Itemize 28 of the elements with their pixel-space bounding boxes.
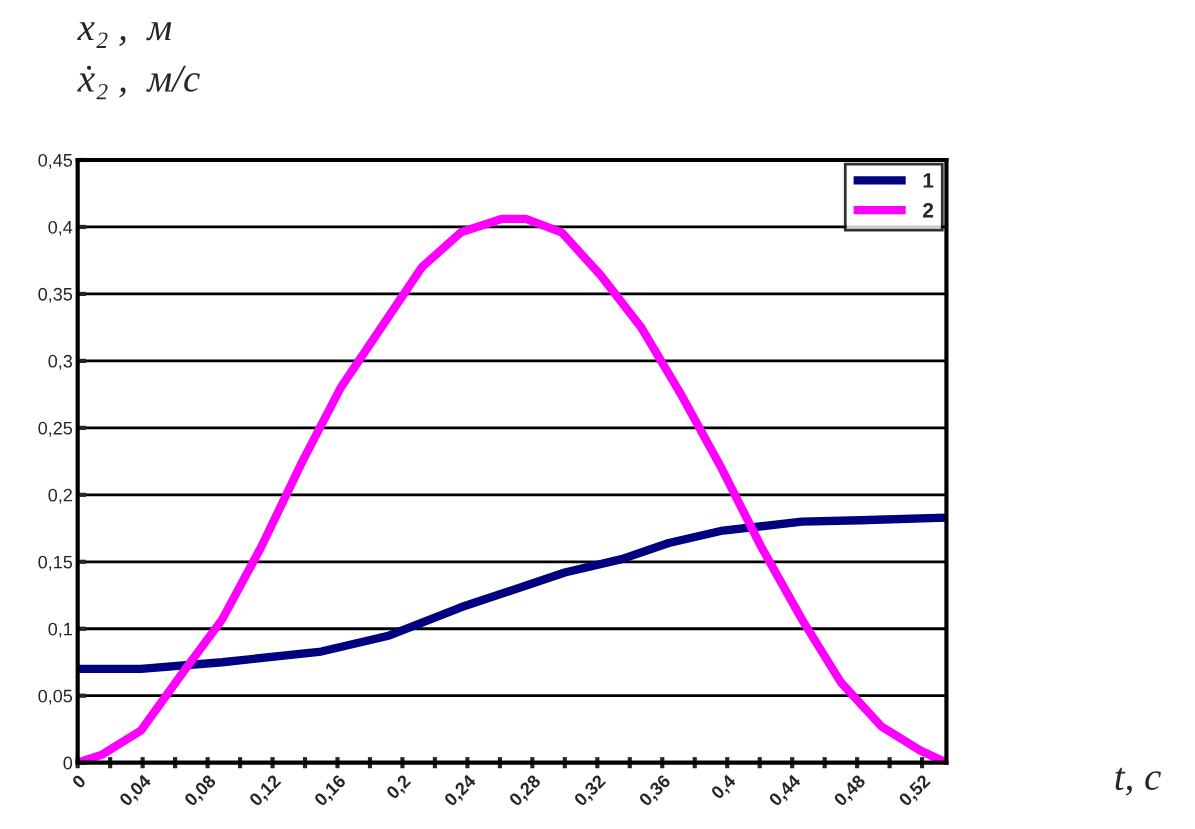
y-tick-label: 0,15 (38, 555, 73, 571)
legend-label: 1 (923, 173, 934, 188)
y-tick-label: 0,4 (48, 220, 73, 236)
y-tick-label: 0,35 (38, 287, 73, 303)
x-tick-label: 0,48 (833, 773, 868, 809)
x-tick-label: 0,12 (248, 773, 284, 809)
y-tick-label: 0,25 (38, 421, 73, 437)
y-tick-label: 0 (63, 756, 73, 770)
y-tick-label: 0,2 (48, 488, 72, 504)
x-axis-title: t, с (1115, 767, 1161, 796)
y-tick-label: 0,3 (48, 354, 73, 370)
x-tick-label: 0,52 (898, 773, 933, 809)
x-tick-label: 0 (71, 773, 87, 790)
y-tick-label: 0,1 (48, 622, 72, 638)
x-tick-label: 0,44 (768, 773, 804, 809)
x-tick-label: 0,16 (313, 773, 349, 809)
x-tick-label: 0,4 (710, 773, 739, 802)
legend-label: 2 (923, 202, 934, 218)
y-tick-label: 0,05 (38, 689, 73, 705)
x-tick-label: 0,36 (638, 773, 674, 809)
x-tick-label: 0,04 (118, 773, 154, 809)
x-tick-label: 0,28 (508, 773, 544, 809)
x-tick-label: 0,24 (443, 773, 479, 809)
x-tick-label: 0,32 (573, 773, 609, 809)
x-tick-label: 0,08 (183, 773, 219, 809)
y-axis-title: x₂ , м ẋ₂ , м/с (77, 22, 200, 100)
y-tick-label: 0,45 (38, 153, 73, 169)
x-tick-label: 0,2 (385, 773, 414, 802)
